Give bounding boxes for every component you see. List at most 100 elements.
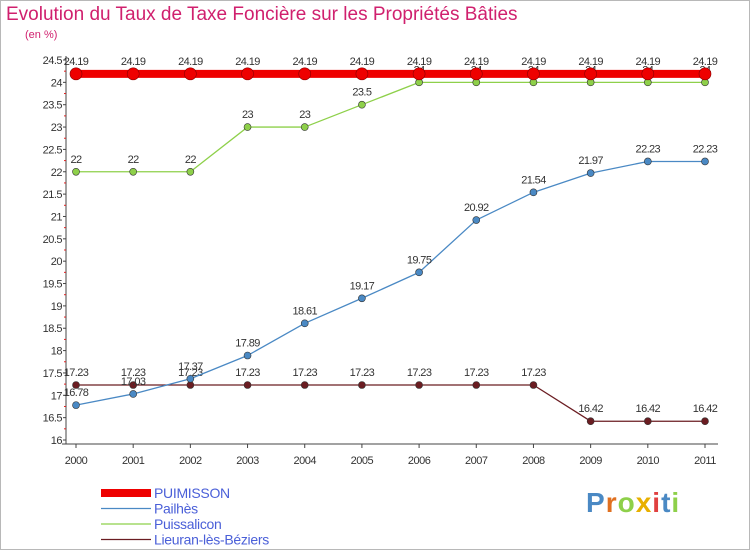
data-label: 21.54 <box>521 174 546 186</box>
x-tick-label: 2005 <box>351 455 374 467</box>
data-point <box>184 67 197 81</box>
data-label: 20.92 <box>464 202 489 214</box>
logo-letter: i <box>671 487 681 518</box>
data-label: 16.42 <box>578 403 603 415</box>
data-point <box>300 319 309 328</box>
data-point <box>701 417 709 426</box>
data-point <box>472 381 481 389</box>
data-point <box>641 67 655 81</box>
data-label: 23 <box>242 109 254 121</box>
data-label: 24.19 <box>178 56 203 68</box>
y-tick-label: 19 <box>51 301 63 313</box>
data-point <box>241 67 254 81</box>
data-label: 23.5 <box>352 87 371 99</box>
data-label: 17.89 <box>235 338 260 350</box>
data-label: 24.19 <box>121 56 146 68</box>
y-tick-label: 16 <box>51 435 63 447</box>
data-label: 16.78 <box>64 387 89 399</box>
data-point <box>300 123 309 131</box>
data-label: 16.42 <box>693 403 718 415</box>
logo-letter: x <box>635 487 653 518</box>
data-point <box>469 67 483 81</box>
logo-letter: r <box>605 487 618 518</box>
x-tick-label: 2010 <box>637 455 660 467</box>
data-point <box>584 67 597 81</box>
data-label: 22 <box>185 154 197 166</box>
x-tick-label: 2011 <box>694 455 716 467</box>
data-label: 24.19 <box>578 56 603 68</box>
y-tick-label: 19.5 <box>43 279 63 291</box>
data-label: 17.23 <box>407 367 432 379</box>
legend-label: Pailhès <box>154 501 198 517</box>
data-label: 17.37 <box>178 361 203 373</box>
data-label: 17.23 <box>521 367 546 379</box>
series-puimisson: 24.19 24.19 24.19 24.19 24.19 24.19 24.19 24.19… <box>64 56 718 81</box>
data-label: 24.19 <box>350 56 375 68</box>
data-point <box>243 123 252 131</box>
y-tick-label: 16.5 <box>43 413 63 425</box>
data-label: 17.23 <box>121 367 146 379</box>
data-point <box>126 67 140 81</box>
legend-label: Lieuran-lès-Béziers <box>154 532 269 548</box>
data-point <box>186 167 195 176</box>
data-label: 24.19 <box>64 56 89 68</box>
y-tick-label: 17 <box>51 390 63 402</box>
data-label: 16.42 <box>636 403 661 415</box>
y-tick-label: 21.5 <box>43 189 63 201</box>
data-label: 19.17 <box>350 280 375 292</box>
axes <box>62 56 718 445</box>
data-point <box>412 67 426 81</box>
data-point <box>186 374 195 383</box>
data-point <box>701 157 709 166</box>
data-point <box>186 381 195 389</box>
data-point <box>129 390 137 398</box>
data-point <box>586 169 595 177</box>
series-line <box>76 384 705 422</box>
data-label: 24.19 <box>693 56 718 68</box>
x-tick-label: 2006 <box>408 455 431 467</box>
data-point <box>644 417 652 426</box>
data-label: 24.19 <box>407 56 432 68</box>
x-tick-label: 2002 <box>179 455 202 467</box>
data-label: 17.23 <box>464 367 489 379</box>
y-tick-label: 18 <box>51 346 63 358</box>
y-tick-label: 17.5 <box>43 368 63 380</box>
legend-label: Puissalicon <box>154 516 222 532</box>
x-tick-label: 2009 <box>579 455 602 467</box>
y-tick-label: 23 <box>51 122 63 134</box>
data-label: 24.19 <box>292 56 317 68</box>
y-tick-label: 24 <box>51 77 63 89</box>
data-label: 24.19 <box>636 56 661 68</box>
x-tick-label: 2008 <box>522 455 545 467</box>
data-label: 18.61 <box>292 305 317 317</box>
data-point <box>243 351 252 360</box>
data-point <box>644 157 652 166</box>
data-point <box>72 381 80 389</box>
data-label: 17.03 <box>121 376 146 388</box>
data-point <box>358 294 366 303</box>
series-line <box>76 81 705 173</box>
data-label: 21.97 <box>578 155 603 167</box>
data-point <box>415 381 423 389</box>
y-axis-unit: (en %) <box>25 29 58 41</box>
y-tick-label: 22 <box>51 167 63 179</box>
series-pailh-s: 16.78 17.03 17.37 17.89 18.61 19.17 19.75 20.92… <box>64 143 718 409</box>
series-line <box>75 160 705 406</box>
data-point <box>298 67 312 81</box>
y-tick-label: 18.5 <box>43 323 63 335</box>
data-point <box>698 67 712 81</box>
legend: PUIMISSONPailhèsPuissaliconLieuran-lès-B… <box>101 485 270 548</box>
proxiti-logo: Proxiti <box>586 487 680 519</box>
y-tick-label: 20.5 <box>43 234 63 246</box>
x-tick-label: 2000 <box>65 455 88 467</box>
chart-title: Evolution du Taux de Taxe Foncière sur l… <box>6 4 518 25</box>
data-label: 24.19 <box>235 56 260 68</box>
data-point <box>415 268 423 277</box>
logo-letter: o <box>617 487 636 518</box>
data-point <box>72 167 80 176</box>
data-label: 23 <box>299 109 311 121</box>
data-point <box>355 67 369 81</box>
data-point <box>243 381 252 389</box>
